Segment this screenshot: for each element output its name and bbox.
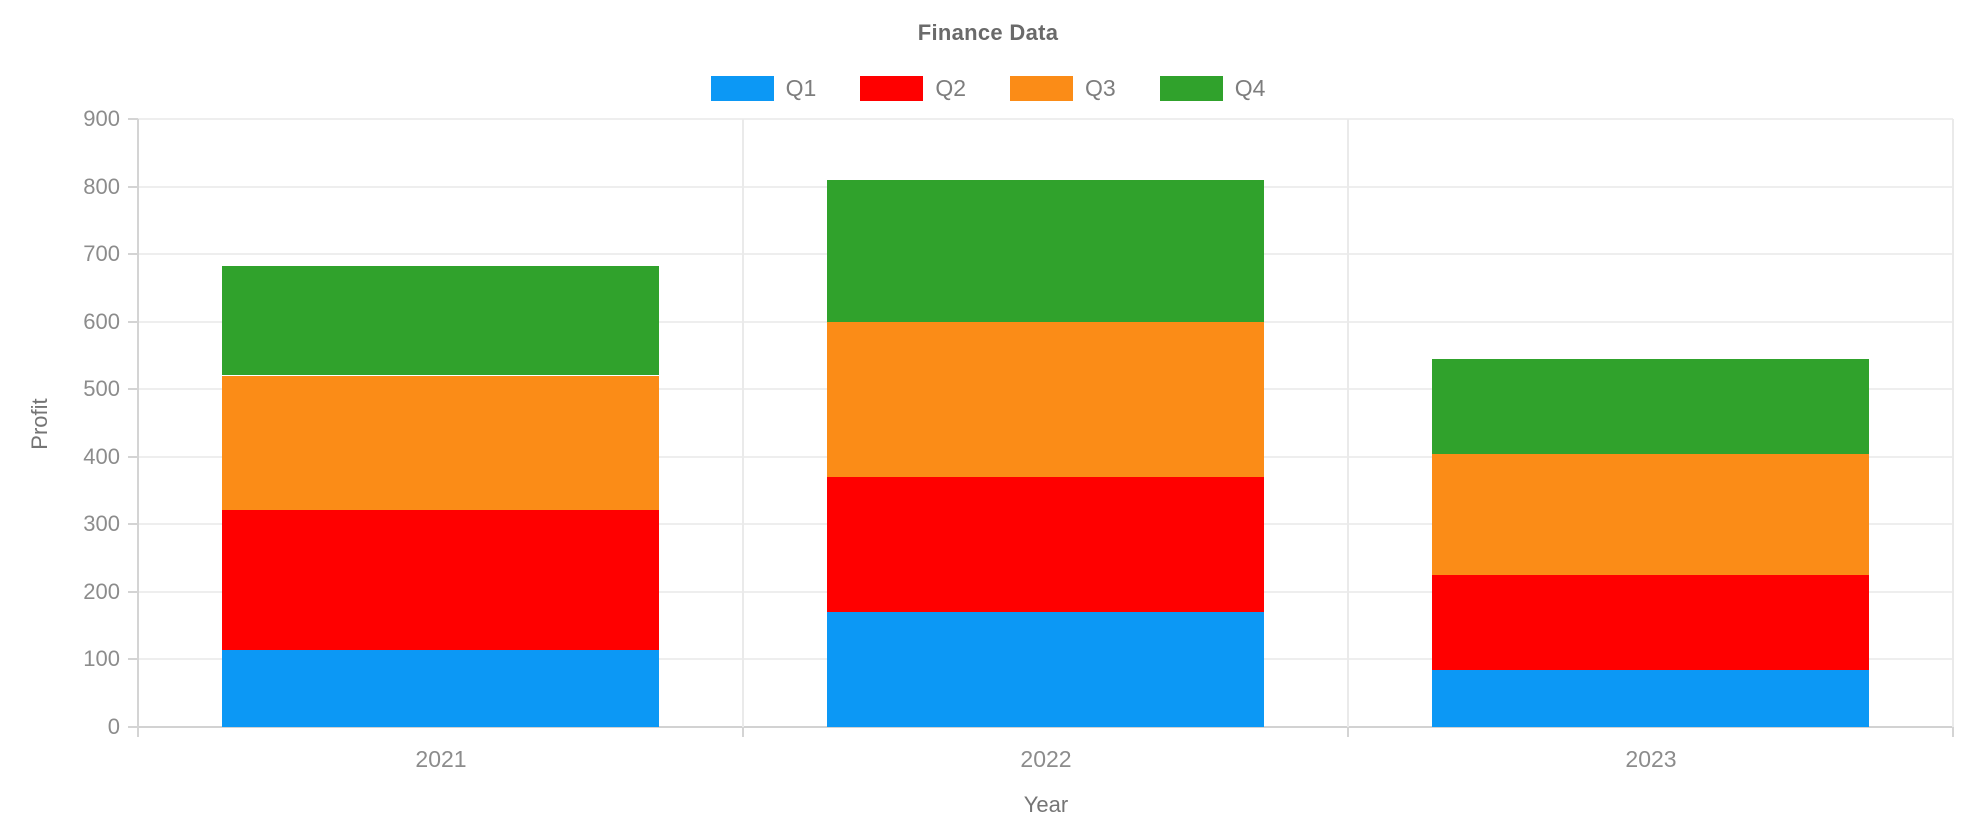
bar-segment-2022-q1[interactable] (827, 612, 1264, 727)
x-axis-tick (1952, 727, 1954, 737)
bar-segment-2021-q1[interactable] (222, 650, 659, 727)
bar-segment-2023-q3[interactable] (1432, 453, 1869, 575)
legend-label-q1: Q1 (785, 74, 817, 101)
y-tick-label: 600 (83, 309, 120, 334)
y-axis-tick (128, 118, 138, 120)
chart-title: Finance Data (917, 20, 1059, 45)
x-axis-tick (742, 727, 744, 737)
y-axis-tick (128, 321, 138, 323)
y-axis-tick (128, 658, 138, 660)
x-tick-label: 2022 (1020, 746, 1072, 772)
y-tick-label: 500 (83, 376, 120, 401)
y-tick-label: 400 (83, 444, 120, 469)
y-axis-tick (128, 253, 138, 255)
legend-item-q3[interactable]: Q3 (1010, 75, 1116, 102)
y-tick-label: 800 (83, 174, 120, 199)
x-tick-label: 2023 (1625, 746, 1677, 772)
legend-label-q4: Q4 (1234, 74, 1266, 101)
gridline-vertical (1347, 119, 1349, 727)
y-axis-tick (128, 726, 138, 728)
bar-segment-2023-q4[interactable] (1432, 359, 1869, 454)
x-tick-label: 2021 (415, 746, 467, 772)
bar-segment-2021-q2[interactable] (222, 509, 659, 650)
legend-swatch-q2 (860, 75, 924, 101)
bar-segment-2023-q1[interactable] (1432, 670, 1869, 727)
legend-label-q3: Q3 (1085, 74, 1116, 101)
gridline-horizontal (138, 726, 1953, 728)
gridline-vertical (1952, 119, 1954, 727)
legend-item-q1[interactable]: Q1 (710, 74, 817, 102)
legend-item-q2[interactable]: Q2 (860, 75, 966, 102)
y-tick-label: 300 (83, 511, 120, 536)
bar-segment-2022-q2[interactable] (827, 477, 1264, 612)
bar-segment-2022-q4[interactable] (827, 180, 1264, 322)
y-tick-label: 100 (83, 646, 120, 671)
legend-label-q2: Q2 (935, 74, 966, 101)
x-axis-title: Year (1023, 792, 1069, 817)
y-axis-tick (128, 523, 138, 525)
y-axis-title: Profit (27, 398, 52, 450)
bar-segment-2021-q3[interactable] (222, 376, 659, 510)
y-tick-label: 0 (107, 714, 120, 739)
y-axis-line (137, 119, 139, 727)
legend-item-q4[interactable]: Q4 (1159, 74, 1266, 102)
legend-swatch-q1 (710, 75, 774, 101)
legend: Q1 Q2 Q3 Q4 (0, 72, 1976, 104)
y-tick-label: 700 (83, 241, 120, 266)
gridline-horizontal (138, 118, 1953, 120)
y-axis-tick (128, 456, 138, 458)
legend-swatch-q3 (1010, 75, 1073, 101)
y-tick-label: 900 (83, 106, 120, 131)
y-tick-label: 200 (83, 579, 120, 604)
y-axis-tick (128, 591, 138, 593)
bar-segment-2021-q4[interactable] (222, 266, 659, 375)
x-axis-tick (137, 727, 139, 737)
legend-swatch-q4 (1159, 75, 1223, 101)
y-axis-tick (128, 186, 138, 188)
x-axis-tick (1347, 727, 1349, 737)
y-axis-tick (128, 388, 138, 390)
bar-segment-2022-q3[interactable] (827, 322, 1264, 477)
gridline-vertical (742, 119, 744, 727)
bar-segment-2023-q2[interactable] (1432, 575, 1869, 670)
